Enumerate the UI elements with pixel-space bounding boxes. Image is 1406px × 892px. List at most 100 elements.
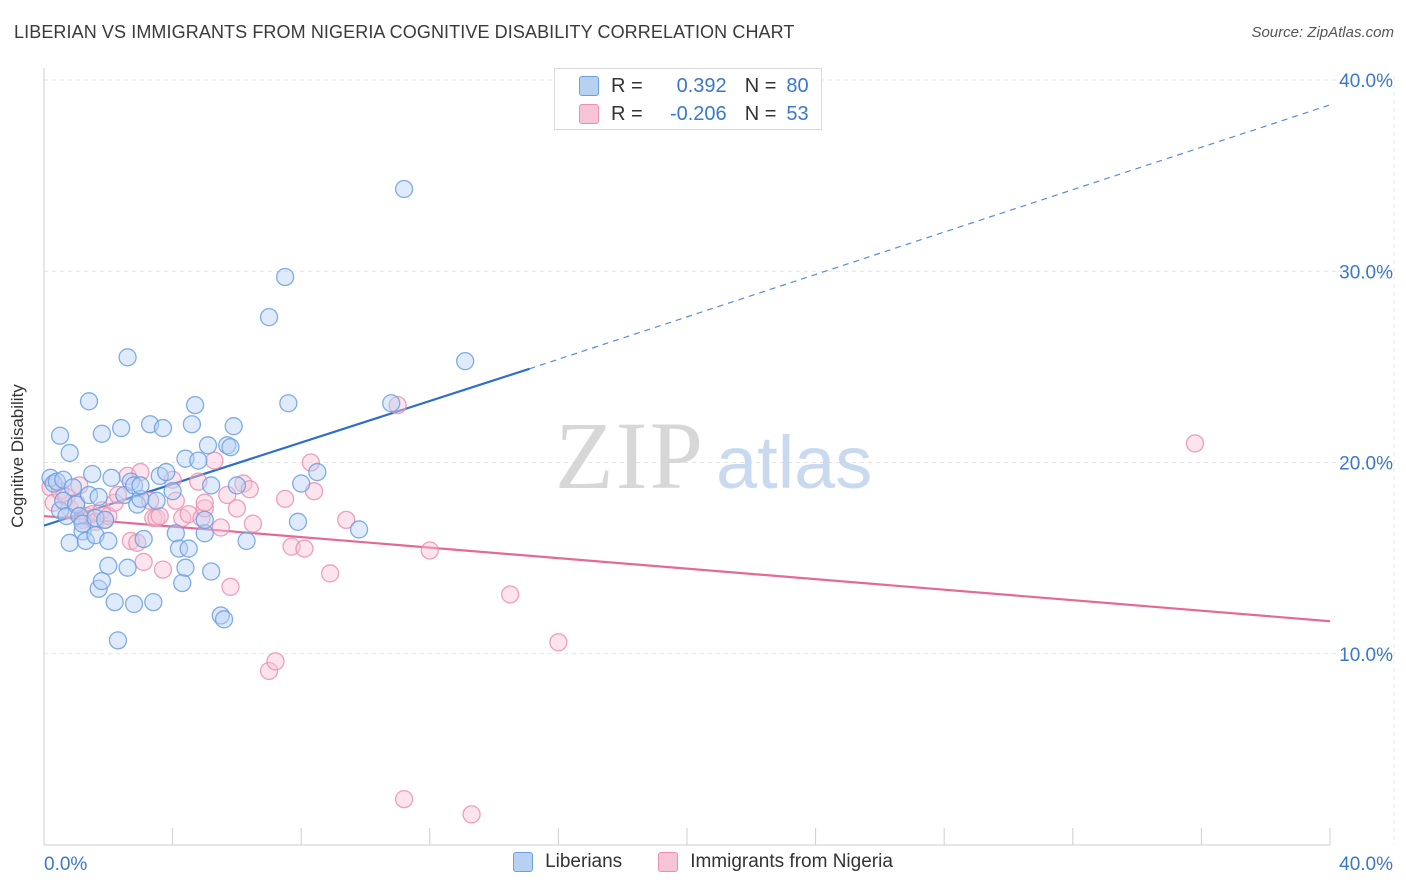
point-nigeria <box>192 508 211 528</box>
point-nigeria <box>211 518 230 537</box>
point-liberians <box>279 394 298 413</box>
point-liberians <box>79 392 99 411</box>
point-nigeria <box>243 514 263 533</box>
legend-r-value: -0.206 <box>669 102 727 125</box>
axes <box>43 68 1331 846</box>
point-nigeria <box>227 499 247 518</box>
point-liberians <box>394 179 414 199</box>
y-tick-label: 10.0% <box>1339 645 1393 666</box>
point-liberians <box>63 478 83 497</box>
point-nigeria <box>195 493 214 512</box>
point-nigeria <box>218 485 237 505</box>
point-liberians <box>195 524 214 543</box>
point-nigeria <box>388 395 407 415</box>
legend-label-nigeria: Immigrants from Nigeria <box>690 851 893 872</box>
point-liberians <box>153 418 173 438</box>
point-liberians <box>202 476 221 495</box>
legend-swatch-pink <box>658 852 679 872</box>
point-nigeria <box>337 510 356 530</box>
legend-n-value: 80 <box>786 74 809 97</box>
point-liberians <box>218 436 237 455</box>
legend-row-nigeria: R = -0.206 N = 53 <box>579 101 809 127</box>
point-liberians <box>102 468 121 487</box>
point-nigeria <box>394 789 414 809</box>
point-liberians <box>47 472 67 491</box>
point-liberians <box>147 491 166 510</box>
point-nigeria <box>205 451 224 470</box>
point-nigeria <box>221 577 240 596</box>
y-tick-label: 30.0% <box>1339 262 1393 283</box>
legend-row-liberians: R = 0.392 N = 80 <box>579 73 809 99</box>
chart-title: LIBERIAN VS IMMIGRANTS FROM NIGERIA COGN… <box>14 22 795 42</box>
point-nigeria <box>301 453 320 472</box>
series-legend: Liberians Immigrants from Nigeria <box>0 851 1406 873</box>
trend-lines <box>43 104 1331 623</box>
point-liberians <box>99 531 118 551</box>
point-nigeria <box>266 652 285 671</box>
legend-item-nigeria: Immigrants from Nigeria <box>658 851 893 873</box>
point-liberians <box>173 573 192 593</box>
point-liberians <box>50 426 70 445</box>
legend-r-label: R = <box>611 102 643 125</box>
y-axis-label: Cognitive Disability <box>8 384 27 528</box>
legend-swatch-blue <box>513 852 534 872</box>
legend-item-liberians: Liberians <box>513 851 622 873</box>
point-liberians <box>237 531 256 551</box>
tick-labels: 10.0% 20.0% 30.0% 40.0% 0.0% 40.0% <box>44 71 1393 875</box>
point-liberians <box>275 267 295 287</box>
watermark: ZIP atlas <box>555 402 872 509</box>
point-liberians <box>92 571 112 591</box>
x-tick-label-max: 40.0% <box>1339 854 1393 875</box>
point-liberians <box>179 539 198 558</box>
point-liberians <box>67 495 86 514</box>
point-liberians <box>182 415 202 434</box>
point-nigeria <box>108 485 128 505</box>
legend-n-value: 53 <box>786 102 809 125</box>
point-liberians <box>157 462 176 482</box>
point-liberians <box>166 524 185 543</box>
trend-line-liberians-extension <box>529 104 1331 370</box>
point-nigeria <box>153 560 173 579</box>
x-tick-label-min: 0.0% <box>44 854 87 875</box>
point-liberians <box>124 594 144 614</box>
point-liberians <box>221 438 240 457</box>
point-nigeria <box>150 506 169 526</box>
point-liberians <box>349 520 369 539</box>
point-nigeria <box>420 541 439 560</box>
point-liberians <box>44 474 63 493</box>
point-nigeria <box>166 491 185 510</box>
y-tick-label: 20.0% <box>1339 454 1393 475</box>
point-liberians <box>105 592 124 612</box>
point-liberians <box>118 348 137 367</box>
watermark-zip: ZIP <box>555 402 705 509</box>
point-nigeria <box>134 552 153 572</box>
point-liberians <box>131 489 150 508</box>
y-tick-label: 40.0% <box>1339 71 1393 92</box>
legend-n-label: N = <box>744 74 777 97</box>
legend-n-label: N = <box>744 102 777 125</box>
point-liberians <box>108 631 128 650</box>
point-liberians <box>214 610 234 629</box>
point-liberians <box>60 533 79 552</box>
point-liberians <box>308 462 327 482</box>
point-nigeria <box>1185 434 1205 453</box>
legend-swatch-pink <box>579 104 599 124</box>
point-liberians <box>176 558 195 577</box>
point-liberians <box>202 562 221 581</box>
point-nigeria <box>70 476 89 495</box>
point-liberians <box>198 436 218 455</box>
chart-source: Source: ZipAtlas.com <box>1251 24 1394 41</box>
point-liberians <box>54 470 73 489</box>
point-nigeria <box>320 564 340 583</box>
point-liberians <box>60 443 79 463</box>
point-liberians <box>185 395 205 415</box>
point-liberians <box>83 464 102 484</box>
point-nigeria <box>462 805 481 824</box>
point-liberians <box>118 558 137 577</box>
point-liberians <box>99 556 118 575</box>
point-liberians <box>89 487 108 507</box>
point-liberians <box>131 476 150 495</box>
trend-line-nigeria <box>43 514 1331 623</box>
point-liberians <box>128 495 147 514</box>
